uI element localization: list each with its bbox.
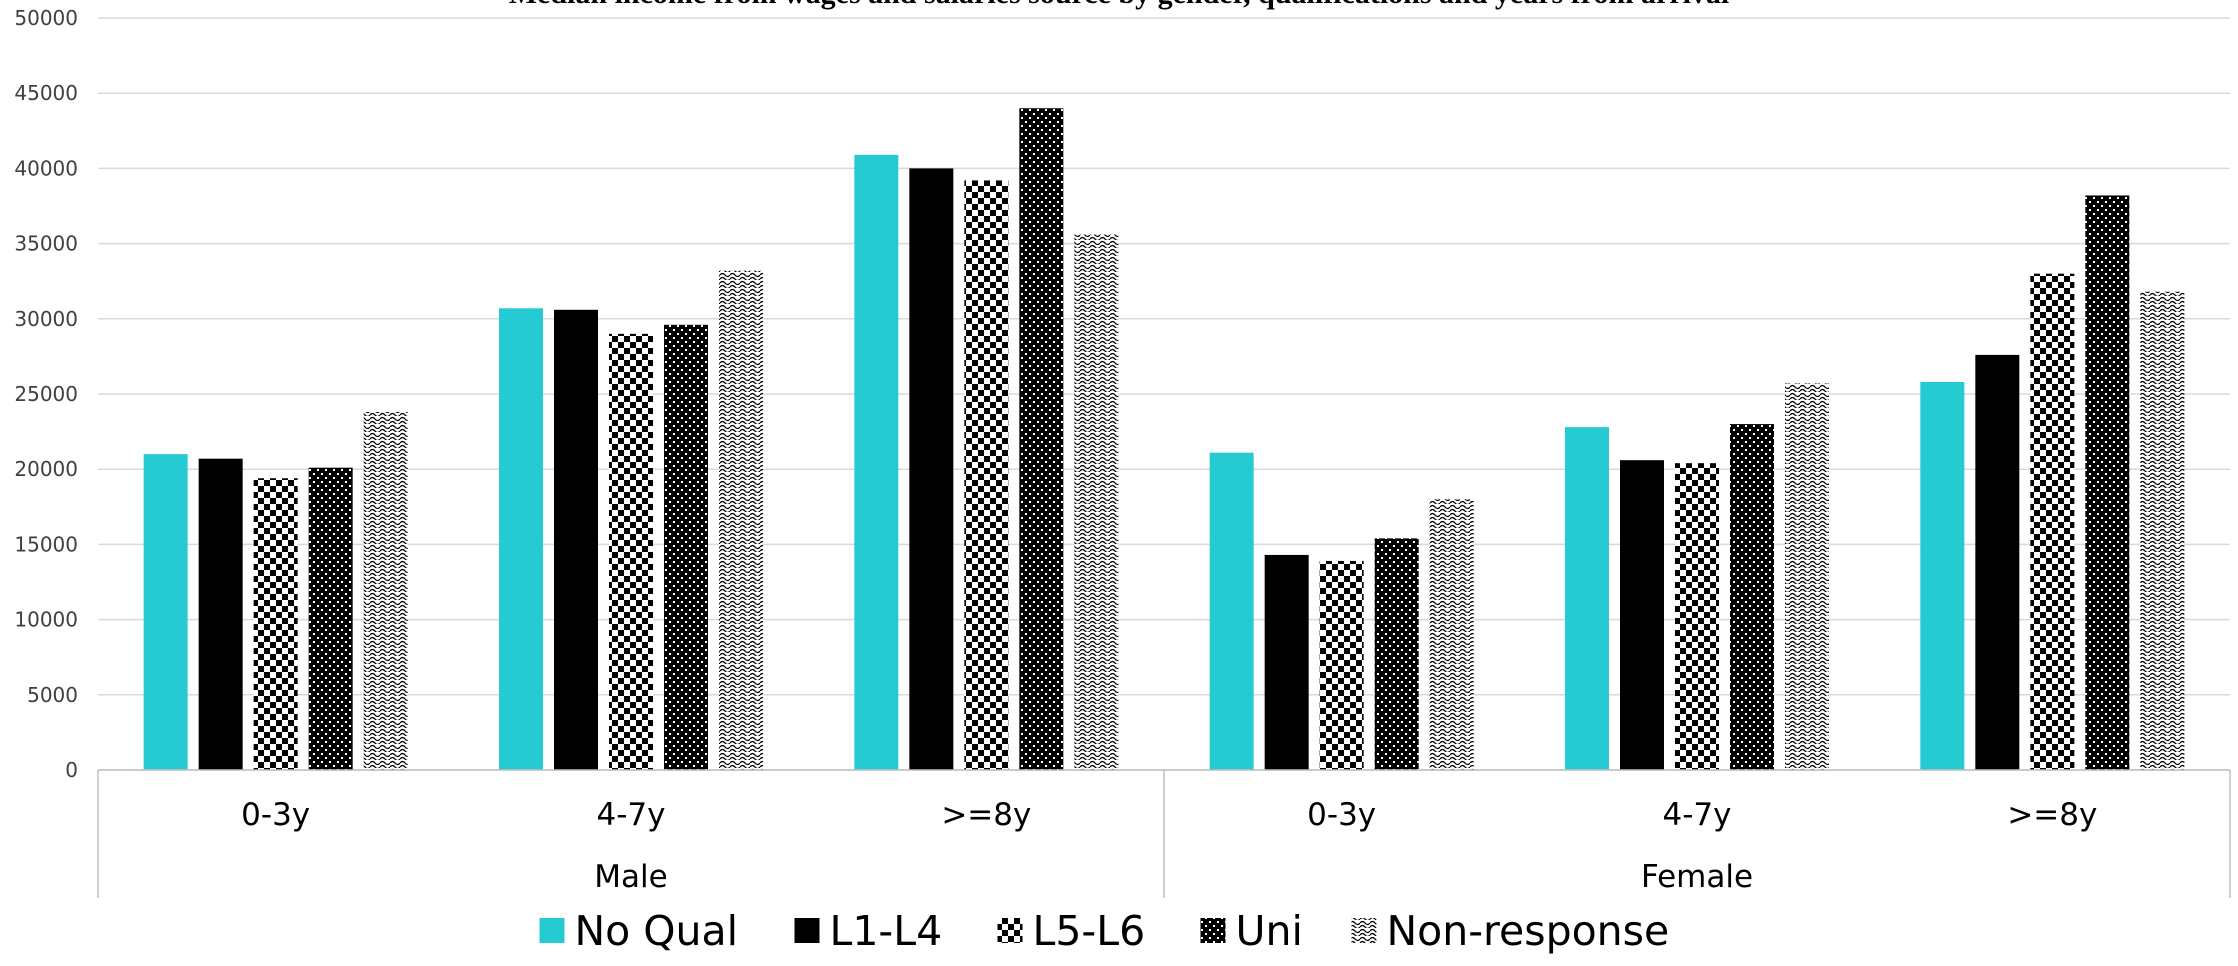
y-tick-label: 50000 xyxy=(14,6,78,30)
y-tick-label: 5000 xyxy=(27,683,78,707)
bar-no-qual-4 xyxy=(1565,427,1609,770)
bar-non-response-4 xyxy=(1785,383,1829,770)
chart-title: Median income from wages and salaries so… xyxy=(509,0,1730,10)
gridlines xyxy=(98,17,2230,771)
legend: No Qual L1-L4 L5-L6 Uni Non-response xyxy=(539,907,1670,955)
bars xyxy=(143,108,2185,771)
bar-uni-5 xyxy=(2085,195,2130,771)
bar-no-qual-2 xyxy=(854,154,899,770)
bar-no-qual-1 xyxy=(499,308,543,770)
bar-no-qual-3 xyxy=(1209,452,1254,770)
bar-non-response-3 xyxy=(1429,499,1474,770)
x-tick-label: 0-3y xyxy=(241,797,310,833)
bar-l1-l4-0 xyxy=(198,458,243,770)
y-tick-label: 45000 xyxy=(14,81,78,105)
bar-non-response-1 xyxy=(719,270,763,770)
x-axis: 0-3y 4-7y >=8y Male 0-3y 4-7y >=8y Female xyxy=(97,769,2231,898)
y-tick-label: 25000 xyxy=(14,382,78,406)
bar-non-response-5 xyxy=(2140,291,2185,770)
legend-swatch-l5-l6 xyxy=(997,918,1023,943)
bar-l1-l4-1 xyxy=(554,309,598,770)
bar-l5-l6-2 xyxy=(964,180,1009,770)
legend-swatch-uni xyxy=(1200,918,1226,943)
y-tick-label: 0 xyxy=(65,758,78,782)
bar-no-qual-0 xyxy=(143,454,188,770)
bar-uni-2 xyxy=(1019,108,1064,771)
legend-label: Uni xyxy=(1236,907,1303,955)
legend-swatch-no-qual xyxy=(539,918,565,943)
x-tick-label: 4-7y xyxy=(597,797,666,833)
y-tick-label: 15000 xyxy=(14,532,78,556)
legend-label: Non-response xyxy=(1387,907,1670,955)
legend-label: L5-L6 xyxy=(1033,907,1146,955)
x-tick-label: 0-3y xyxy=(1307,797,1376,833)
legend-swatch-l1-l4 xyxy=(794,918,820,943)
bar-l5-l6-4 xyxy=(1675,463,1719,770)
bar-l5-l6-3 xyxy=(1319,560,1364,770)
bar-uni-1 xyxy=(664,324,708,770)
bar-l5-l6-1 xyxy=(609,333,653,770)
bar-l1-l4-4 xyxy=(1620,460,1664,770)
bar-l5-l6-0 xyxy=(253,478,298,770)
bar-uni-3 xyxy=(1374,538,1419,770)
bar-uni-0 xyxy=(308,467,353,770)
x-tick-label: >=8y xyxy=(941,797,1031,833)
y-tick-label: 40000 xyxy=(14,156,78,180)
bar-non-response-0 xyxy=(363,412,408,770)
legend-swatch-non-response xyxy=(1351,918,1377,943)
bar-uni-4 xyxy=(1730,424,1774,770)
y-tick-label: 30000 xyxy=(14,307,78,331)
group-label-male: Male xyxy=(594,859,667,895)
y-tick-label: 35000 xyxy=(14,232,78,256)
y-tick-label: 20000 xyxy=(14,457,78,481)
bar-l5-l6-5 xyxy=(2030,273,2075,770)
bar-no-qual-5 xyxy=(1920,381,1965,770)
bar-l1-l4-5 xyxy=(1975,354,2020,770)
group-label-female: Female xyxy=(1641,859,1753,895)
x-tick-label: 4-7y xyxy=(1663,797,1732,833)
y-axis-tick-labels: 0 5000 10000 15000 20000 25000 30000 35000 40000… xyxy=(14,6,78,782)
x-tick-label: >=8y xyxy=(2007,797,2097,833)
legend-label: L1-L4 xyxy=(830,907,943,955)
bar-l1-l4-3 xyxy=(1264,554,1309,770)
bar-non-response-2 xyxy=(1074,234,1119,771)
bar-l1-l4-2 xyxy=(909,168,954,770)
y-tick-label: 10000 xyxy=(14,608,78,632)
legend-label: No Qual xyxy=(575,907,739,955)
